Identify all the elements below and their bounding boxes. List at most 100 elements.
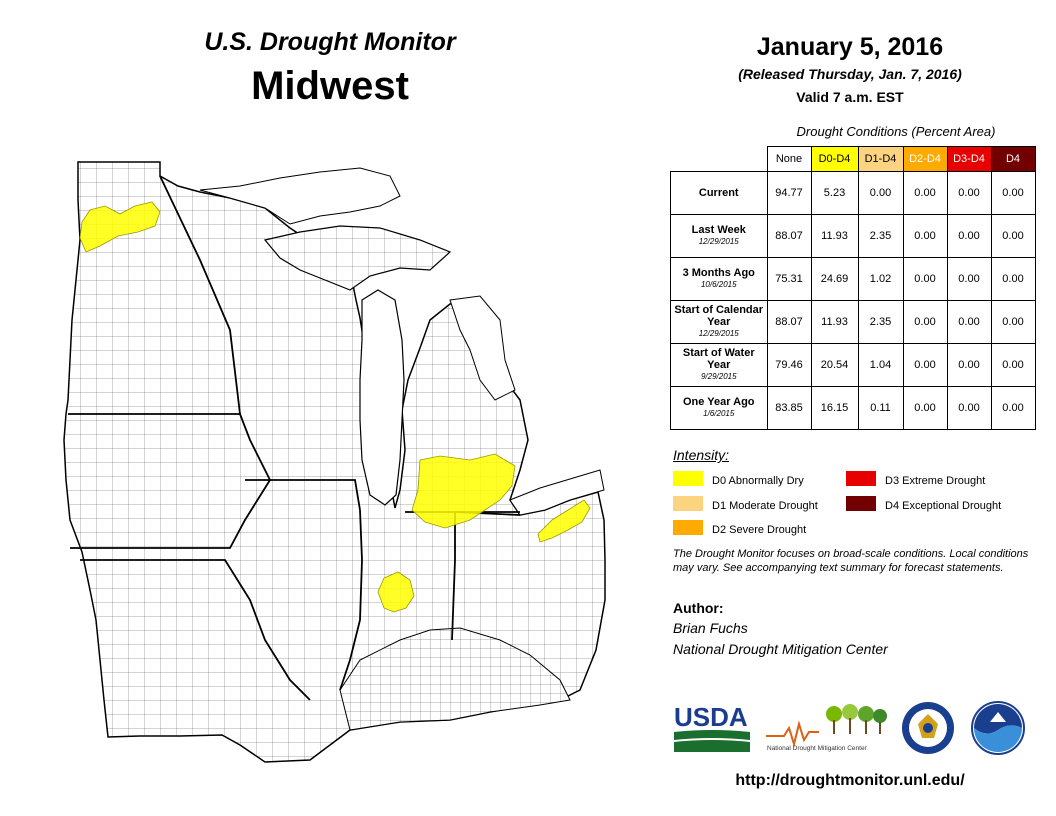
table-cell: 0.00 xyxy=(902,343,948,387)
row-label: Start of Calendar Year 12/29/2015 xyxy=(670,300,768,344)
col-header-d2-d4: D2-D4 xyxy=(902,146,948,172)
table-cell: 0.00 xyxy=(857,171,904,215)
legend-title: Intensity: xyxy=(673,447,730,463)
table-row: One Year Ago 1/6/2015 83.85 16.15 0.11 0.… xyxy=(670,386,1036,430)
table-cell: 0.00 xyxy=(946,386,992,430)
region-title: Midwest xyxy=(251,64,409,108)
midwest-map xyxy=(63,161,606,763)
table-cell: 0.00 xyxy=(902,171,948,215)
map-title: U.S. Drought Monitor xyxy=(204,28,456,56)
drought-conditions-table: None D0-D4 D1-D4 D2-D4 D3-D4 D4 Current … xyxy=(670,146,1036,430)
table-cell: 0.00 xyxy=(946,214,992,258)
author-organization: National Drought Mitigation Center xyxy=(673,641,888,657)
table-cell: 0.00 xyxy=(902,300,948,344)
table-cell: 0.00 xyxy=(946,257,992,301)
d0-area-ohio xyxy=(537,499,591,543)
table-cell: 88.07 xyxy=(766,214,812,258)
col-header-d3-d4: D3-D4 xyxy=(946,146,992,172)
table-cell: 0.00 xyxy=(902,214,948,258)
row-label: Start of Water Year 9/29/2015 xyxy=(670,343,768,387)
table-cell: 0.00 xyxy=(946,300,992,344)
usda-logo: USDA xyxy=(674,702,750,752)
table-cell: 83.85 xyxy=(766,386,812,430)
noaa-logo xyxy=(971,701,1025,755)
table-cell: 16.15 xyxy=(810,386,859,430)
legend-label-d1: D1 Moderate Drought xyxy=(712,500,818,512)
table-cell: 1.02 xyxy=(857,257,904,301)
row-label: One Year Ago 1/6/2015 xyxy=(670,386,768,430)
legend-swatch-d2 xyxy=(673,520,703,535)
legend-swatch-d3 xyxy=(846,471,876,486)
row-label: 3 Months Ago 10/6/2015 xyxy=(670,257,768,301)
row-label-date: 12/29/2015 xyxy=(698,237,739,246)
author-name: Brian Fuchs xyxy=(673,620,748,636)
legend-label-d3: D3 Extreme Drought xyxy=(885,475,986,487)
legend-label-d0: D0 Abnormally Dry xyxy=(712,475,804,487)
usda-logo-text: USDA xyxy=(674,702,748,732)
table-cell: 0.00 xyxy=(946,343,992,387)
row-label: Current xyxy=(670,171,768,215)
table-cell: 0.00 xyxy=(990,171,1036,215)
table-cell: 75.31 xyxy=(766,257,812,301)
d0-area-michigan xyxy=(411,453,516,529)
row-label: Last Week 12/29/2015 xyxy=(670,214,768,258)
lake-erie xyxy=(509,469,605,516)
disclaimer-note: The Drought Monitor focuses on broad-sca… xyxy=(673,548,1029,574)
table-cell: 0.00 xyxy=(902,257,948,301)
doc-seal-logo xyxy=(902,702,954,754)
legend-swatch-d0 xyxy=(673,471,703,486)
table-cell: 88.07 xyxy=(766,300,812,344)
row-label-text: One Year Ago xyxy=(682,396,755,408)
table-cell: 0.11 xyxy=(857,386,904,430)
table-row: Start of Calendar Year 12/29/2015 88.07 1… xyxy=(670,300,1036,344)
table-row: Start of Water Year 9/29/2015 79.46 20.54… xyxy=(670,343,1036,387)
row-label-date: 10/6/2015 xyxy=(700,280,737,289)
table-cell: 79.46 xyxy=(766,343,812,387)
row-label-date: 1/6/2015 xyxy=(703,409,735,418)
author-heading: Author: xyxy=(673,600,724,616)
table-cell: 0.00 xyxy=(990,386,1036,430)
row-label-text: 3 Months Ago xyxy=(682,267,755,279)
ndmc-logo-text: National Drought Mitigation Center xyxy=(767,745,868,752)
lake-michigan xyxy=(359,289,405,506)
table-cell: 0.00 xyxy=(990,300,1036,344)
table-cell: 20.54 xyxy=(810,343,859,387)
row-label-date: 12/29/2015 xyxy=(698,329,739,338)
drought-d0-areas xyxy=(79,201,591,613)
kentucky-region xyxy=(339,627,571,731)
table-cell: 11.93 xyxy=(810,214,859,258)
col-header-d0-d4: D0-D4 xyxy=(810,146,859,172)
d0-area-minnesota xyxy=(79,201,161,253)
table-cell: 0.00 xyxy=(990,257,1036,301)
row-label-date: 9/29/2015 xyxy=(700,372,737,381)
col-header-none: None xyxy=(766,146,812,172)
legend-label-d2: D2 Severe Drought xyxy=(712,524,807,536)
valid-time: Valid 7 a.m. EST xyxy=(796,89,904,105)
row-label-text: Start of Water Year xyxy=(682,347,755,371)
table-cell: 24.69 xyxy=(810,257,859,301)
table-cell: 0.00 xyxy=(990,214,1036,258)
row-label-text: Start of Calendar Year xyxy=(674,304,764,328)
lake-huron xyxy=(449,295,516,401)
map-date: January 5, 2016 xyxy=(756,33,944,61)
d0-area-indiana xyxy=(377,571,415,613)
table-cell: 0.00 xyxy=(902,386,948,430)
ndmc-logo: National Drought Mitigation Center xyxy=(766,704,887,752)
table-row: 3 Months Ago 10/6/2015 75.31 24.69 1.02 0… xyxy=(670,257,1036,301)
row-label-text: Current xyxy=(698,187,739,199)
table-cell: 2.35 xyxy=(857,214,904,258)
table-cell: 94.77 xyxy=(766,171,812,215)
release-date: (Released Thursday, Jan. 7, 2016) xyxy=(738,66,962,82)
upper-peninsula xyxy=(263,225,452,291)
table-row: Last Week 12/29/2015 88.07 11.93 2.35 0.0… xyxy=(670,214,1036,258)
table-row: Current 94.77 5.23 0.00 0.00 0.00 0.00 xyxy=(670,171,1036,215)
legend-swatch-d1 xyxy=(673,496,703,511)
table-header-row: None D0-D4 D1-D4 D2-D4 D3-D4 D4 xyxy=(671,146,1036,172)
table-cell: 1.04 xyxy=(857,343,904,387)
legend-swatch-d4 xyxy=(846,496,876,511)
table-cell: 11.93 xyxy=(810,300,859,344)
website-url[interactable]: http://droughtmonitor.unl.edu/ xyxy=(735,772,965,789)
lake-superior xyxy=(199,167,401,225)
col-header-d4: D4 xyxy=(990,146,1036,172)
table-caption: Drought Conditions (Percent Area) xyxy=(796,124,996,139)
